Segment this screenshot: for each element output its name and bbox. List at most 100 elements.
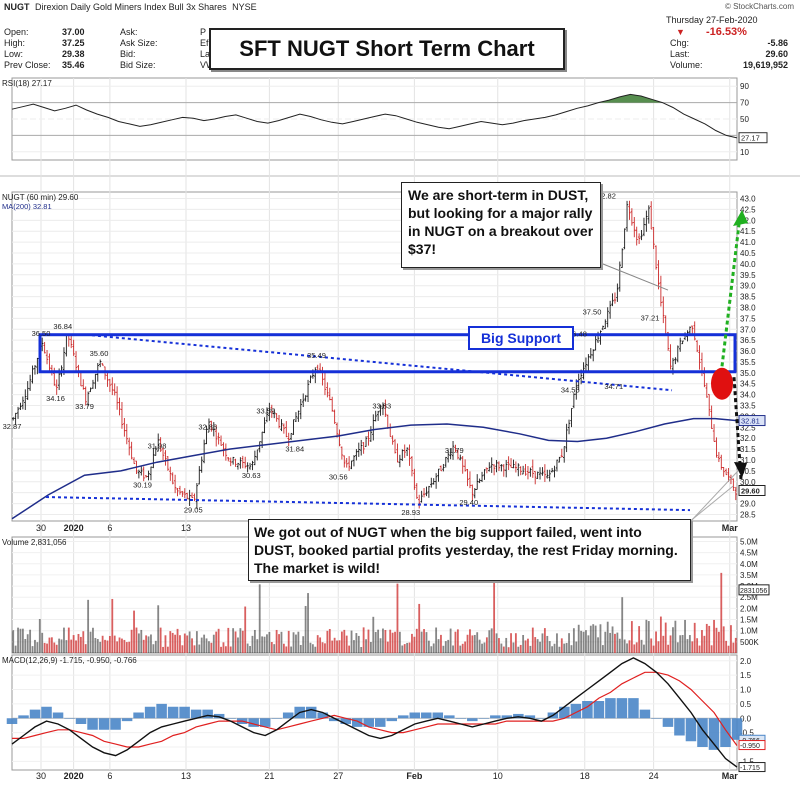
- volume-bar: [483, 642, 486, 653]
- volume-bar: [447, 639, 450, 653]
- volume-bar: [597, 637, 599, 653]
- volume-bar: [730, 625, 732, 653]
- price-point-label: 36.84: [53, 322, 72, 331]
- volume-bar: [176, 628, 179, 653]
- macd-histogram-bar: [179, 706, 190, 719]
- volume-bar: [319, 637, 322, 653]
- volume-bars: [12, 572, 737, 653]
- volume-bar: [244, 606, 247, 653]
- volume-bar: [604, 631, 607, 653]
- volume-bar: [696, 638, 699, 653]
- macd-histogram-bar: [374, 718, 386, 727]
- volume-bar: [558, 646, 561, 653]
- volume-bar: [162, 646, 164, 653]
- stat-label: Open:: [4, 27, 29, 37]
- volume-bar: [46, 643, 48, 653]
- macd-histogram: [6, 698, 743, 750]
- macd-histogram-bar: [513, 713, 524, 719]
- volume-bar: [290, 646, 293, 653]
- macd-histogram-bar: [490, 715, 501, 719]
- macd-histogram-bar: [421, 712, 432, 719]
- volume-bar: [435, 627, 438, 653]
- volume-bar: [657, 641, 660, 653]
- volume-bar: [249, 646, 251, 653]
- volume-bar: [31, 646, 34, 653]
- volume-bar: [67, 627, 70, 653]
- volume-bar: [41, 632, 44, 653]
- volume-bar: [125, 642, 128, 653]
- rsi-tick-label: 10: [740, 148, 749, 157]
- volume-bar: [374, 632, 377, 653]
- annotation-bottom-pointer: [689, 470, 739, 523]
- macd-histogram-bar: [202, 709, 213, 719]
- ma-last-box: [738, 415, 766, 427]
- volume-bar: [372, 616, 375, 653]
- volume-bar: [676, 642, 679, 653]
- volume-bar: [645, 619, 648, 653]
- volume-bar: [12, 630, 15, 653]
- volume-bar: [398, 631, 401, 653]
- volume-bar: [715, 627, 718, 653]
- volume-bar: [413, 636, 416, 653]
- price-tick-label: 36.0: [740, 347, 756, 356]
- macd-histogram-bar: [651, 718, 662, 719]
- volume-legend: Volume 2,831,056: [2, 538, 67, 547]
- volume-bar: [618, 638, 621, 653]
- volume-tick-label: 3.5M: [740, 571, 758, 580]
- price-tick-label: 41.5: [740, 227, 756, 236]
- macd-panel-frame: [11, 654, 738, 771]
- volume-bar: [406, 642, 409, 653]
- volume-bar: [541, 633, 544, 653]
- volume-bar: [353, 640, 355, 653]
- volume-bar: [350, 630, 353, 653]
- volume-bar: [377, 629, 380, 653]
- price-point-label: 36.50: [32, 329, 51, 338]
- macd-histogram-bar: [351, 718, 363, 727]
- volume-bar: [256, 639, 259, 653]
- macd-histogram-bar: [75, 718, 87, 724]
- volume-bar: [720, 572, 723, 653]
- macd-histogram-bar: [6, 718, 18, 724]
- volume-bar: [589, 625, 592, 653]
- volume-bar: [251, 635, 254, 653]
- x-tick-label: 18: [580, 771, 590, 781]
- macd-histogram-bar: [271, 718, 282, 719]
- volume-bar: [191, 638, 193, 653]
- big-support-text: Big Support: [480, 330, 562, 346]
- volume-bar: [150, 634, 152, 653]
- volume-bar: [650, 638, 653, 653]
- volume-bar: [336, 640, 338, 653]
- volume-bar: [710, 645, 713, 653]
- volume-bar: [326, 630, 329, 653]
- x-tick-label: 27: [333, 771, 343, 781]
- annotation-top-text: We are short-term in DUST, but looking f…: [408, 187, 594, 257]
- x-tick-label: 21: [264, 771, 274, 781]
- volume-tick-label: 5.0M: [740, 537, 758, 546]
- volume-bar: [292, 632, 295, 653]
- volume-bar: [672, 627, 674, 653]
- volume-bar: [655, 631, 657, 653]
- volume-bar: [490, 628, 493, 653]
- volume-bar: [19, 628, 22, 653]
- macd-last-label: -0.950: [740, 743, 760, 750]
- x-tick-label: 2020: [64, 771, 84, 781]
- volume-bar: [224, 646, 227, 653]
- x-tick-label: 30: [36, 771, 46, 781]
- price-tick-label: 43.0: [740, 195, 756, 204]
- macd-histogram-bar: [501, 715, 513, 719]
- volume-bar: [488, 630, 491, 653]
- volume-bar: [261, 636, 264, 653]
- volume-tick-label: 4.5M: [740, 549, 758, 558]
- volume-bar: [258, 584, 261, 653]
- price-last-label: 29.60: [741, 486, 760, 495]
- macd-histogram-bar: [121, 718, 133, 722]
- price-point-label: 35.49: [307, 351, 326, 360]
- volume-bar: [17, 627, 19, 653]
- volume-bar: [311, 644, 314, 653]
- volume-bar: [193, 645, 196, 653]
- macd-tick-label: -0.5: [740, 729, 754, 738]
- x-tick-label: 6: [107, 523, 112, 533]
- price-point-label: 28.93: [401, 508, 420, 517]
- volume-bar: [200, 637, 203, 653]
- volume-bar: [606, 621, 609, 653]
